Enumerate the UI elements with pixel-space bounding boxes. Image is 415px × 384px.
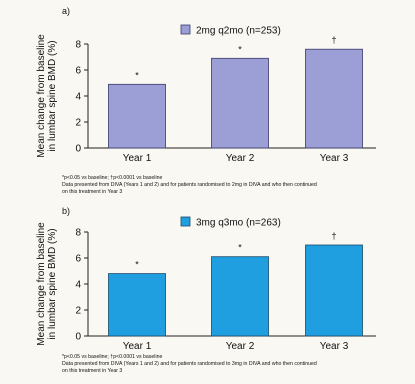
y-tick-label: 0 xyxy=(75,144,81,155)
footnote-line: *p<0.05 vs baseline; †p<0.0001 vs baseli… xyxy=(62,354,162,360)
y-tick-label: 8 xyxy=(75,228,81,239)
legend-label: 2mg q2mo (n=253) xyxy=(196,26,281,37)
x-tick-label: Year 2 xyxy=(226,341,255,352)
x-tick-label: Year 1 xyxy=(123,153,152,164)
y-tick-label: 6 xyxy=(75,254,81,265)
bar xyxy=(108,83,166,149)
significance-marker: * xyxy=(135,70,139,80)
significance-marker: * xyxy=(135,260,139,270)
panel-label: b) xyxy=(62,206,70,216)
legend-swatch xyxy=(180,24,191,35)
footnote-line: *p<0.05 vs baseline; †p<0.0001 vs baseli… xyxy=(62,175,162,181)
x-tick-label: Year 1 xyxy=(123,341,152,352)
y-axis-label-line1: Mean change from baseline xyxy=(36,34,47,158)
significance-marker: † xyxy=(331,231,336,241)
legend-swatch xyxy=(180,216,191,227)
footnote-line: Data presented from DIVA (Years 1 and 2)… xyxy=(62,182,317,188)
footnote-line: Data presented from DIVA (Years 1 and 2)… xyxy=(62,361,317,367)
x-tick-label: Year 3 xyxy=(320,153,349,164)
legend-label: 3mg q3mo (n=263) xyxy=(196,218,281,229)
y-axis-label-line2: in lumbar spine BMD (%) xyxy=(47,228,58,339)
y-tick-label: 4 xyxy=(75,92,81,103)
panel-label: a) xyxy=(62,6,70,16)
y-tick-label: 6 xyxy=(75,66,81,77)
bar xyxy=(108,273,166,337)
bar xyxy=(211,57,269,149)
y-axis-label-line2: in lumbar spine BMD (%) xyxy=(47,40,58,151)
footnote-line: on this treatment in Year 3 xyxy=(62,189,122,195)
y-axis-label-line1: Mean change from baseline xyxy=(36,222,47,346)
significance-marker: † xyxy=(331,35,336,45)
x-tick-label: Year 3 xyxy=(320,341,349,352)
bar xyxy=(305,48,363,149)
significance-marker: * xyxy=(238,44,242,54)
significance-marker: * xyxy=(238,243,242,253)
y-tick-label: 4 xyxy=(75,280,81,291)
y-tick-label: 0 xyxy=(75,332,81,343)
y-tick-label: 2 xyxy=(75,118,81,129)
y-tick-label: 8 xyxy=(75,40,81,51)
bar xyxy=(211,256,269,337)
bar xyxy=(305,244,363,337)
footnote-line: on this treatment in Year 3 xyxy=(62,368,122,374)
x-tick-label: Year 2 xyxy=(226,153,255,164)
y-tick-label: 2 xyxy=(75,306,81,317)
